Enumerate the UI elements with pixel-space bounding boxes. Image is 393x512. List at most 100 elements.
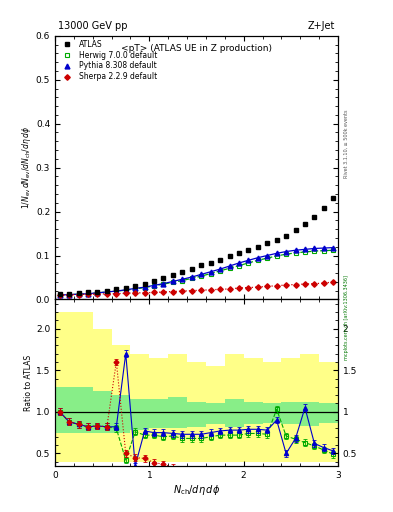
Pythia 8.308 default	[105, 289, 109, 295]
Pythia 8.308 default	[171, 279, 175, 285]
Herwig 7.0.0 default	[246, 260, 251, 266]
ATLAS	[76, 290, 81, 296]
Text: <pT> (ATLAS UE in Z production): <pT> (ATLAS UE in Z production)	[121, 44, 272, 53]
Herwig 7.0.0 default	[152, 283, 156, 289]
Herwig 7.0.0 default	[265, 255, 270, 261]
Herwig 7.0.0 default	[161, 281, 166, 287]
ATLAS	[227, 253, 232, 260]
Herwig 7.0.0 default	[123, 287, 128, 293]
ATLAS	[284, 232, 288, 239]
ATLAS	[180, 269, 185, 275]
Sherpa 2.2.9 default	[227, 286, 232, 292]
Pythia 8.308 default	[303, 246, 307, 252]
ATLAS	[189, 266, 194, 272]
Line: Pythia 8.308 default: Pythia 8.308 default	[57, 245, 336, 297]
Sherpa 2.2.9 default	[171, 288, 175, 294]
Pythia 8.308 default	[180, 276, 185, 282]
Herwig 7.0.0 default	[199, 273, 204, 279]
Pythia 8.308 default	[152, 282, 156, 288]
Sherpa 2.2.9 default	[123, 290, 128, 296]
Sherpa 2.2.9 default	[161, 289, 166, 295]
Sherpa 2.2.9 default	[95, 291, 100, 297]
Pythia 8.308 default	[76, 291, 81, 297]
Sherpa 2.2.9 default	[274, 283, 279, 289]
Sherpa 2.2.9 default	[180, 288, 185, 294]
Pythia 8.308 default	[133, 285, 138, 291]
ATLAS	[142, 281, 147, 287]
ATLAS	[218, 257, 222, 263]
Legend: ATLAS, Herwig 7.0.0 default, Pythia 8.308 default, Sherpa 2.2.9 default: ATLAS, Herwig 7.0.0 default, Pythia 8.30…	[57, 38, 159, 83]
Line: Herwig 7.0.0 default: Herwig 7.0.0 default	[57, 248, 336, 297]
ATLAS	[237, 250, 241, 256]
Sherpa 2.2.9 default	[303, 281, 307, 287]
Pythia 8.308 default	[86, 291, 90, 297]
Sherpa 2.2.9 default	[246, 285, 251, 291]
Herwig 7.0.0 default	[227, 265, 232, 271]
Herwig 7.0.0 default	[57, 292, 62, 298]
Text: Z+Jet: Z+Jet	[308, 20, 335, 31]
Herwig 7.0.0 default	[105, 289, 109, 295]
Sherpa 2.2.9 default	[293, 282, 298, 288]
ATLAS	[114, 286, 119, 292]
ATLAS	[208, 260, 213, 266]
Herwig 7.0.0 default	[95, 290, 100, 296]
Pythia 8.308 default	[218, 266, 222, 272]
Herwig 7.0.0 default	[331, 247, 336, 253]
Sherpa 2.2.9 default	[133, 290, 138, 296]
ATLAS	[331, 195, 336, 201]
Line: ATLAS: ATLAS	[57, 195, 336, 296]
Herwig 7.0.0 default	[284, 251, 288, 257]
Herwig 7.0.0 default	[114, 288, 119, 294]
Pythia 8.308 default	[67, 291, 72, 297]
ATLAS	[123, 285, 128, 291]
Pythia 8.308 default	[123, 287, 128, 293]
Pythia 8.308 default	[95, 290, 100, 296]
ATLAS	[303, 221, 307, 227]
Pythia 8.308 default	[161, 281, 166, 287]
ATLAS	[265, 240, 270, 246]
Sherpa 2.2.9 default	[105, 291, 109, 297]
Sherpa 2.2.9 default	[208, 287, 213, 293]
Pythia 8.308 default	[246, 257, 251, 263]
Sherpa 2.2.9 default	[152, 289, 156, 295]
ATLAS	[86, 289, 90, 295]
ATLAS	[312, 214, 317, 220]
Herwig 7.0.0 default	[303, 249, 307, 255]
Pythia 8.308 default	[321, 245, 326, 251]
Herwig 7.0.0 default	[293, 250, 298, 256]
ATLAS	[67, 291, 72, 297]
ATLAS	[246, 247, 251, 253]
Sherpa 2.2.9 default	[284, 282, 288, 288]
Pythia 8.308 default	[284, 248, 288, 254]
ATLAS	[274, 237, 279, 243]
ATLAS	[199, 262, 204, 268]
Pythia 8.308 default	[208, 269, 213, 275]
Sherpa 2.2.9 default	[57, 292, 62, 298]
Sherpa 2.2.9 default	[312, 281, 317, 287]
Y-axis label: Ratio to ATLAS: Ratio to ATLAS	[24, 355, 33, 411]
Sherpa 2.2.9 default	[76, 291, 81, 297]
Sherpa 2.2.9 default	[86, 291, 90, 297]
Herwig 7.0.0 default	[142, 285, 147, 291]
ATLAS	[293, 227, 298, 233]
Pythia 8.308 default	[331, 245, 336, 251]
Herwig 7.0.0 default	[255, 257, 260, 263]
Text: Rivet 3.1.10, ≥ 500k events: Rivet 3.1.10, ≥ 500k events	[344, 109, 349, 178]
Herwig 7.0.0 default	[171, 279, 175, 285]
Herwig 7.0.0 default	[321, 248, 326, 254]
Pythia 8.308 default	[189, 274, 194, 280]
Text: 13000 GeV pp: 13000 GeV pp	[58, 20, 127, 31]
Pythia 8.308 default	[114, 288, 119, 294]
Herwig 7.0.0 default	[312, 248, 317, 254]
Sherpa 2.2.9 default	[321, 280, 326, 286]
Herwig 7.0.0 default	[76, 291, 81, 297]
ATLAS	[171, 272, 175, 279]
Pythia 8.308 default	[57, 292, 62, 298]
Sherpa 2.2.9 default	[189, 288, 194, 294]
Herwig 7.0.0 default	[67, 291, 72, 297]
Pythia 8.308 default	[274, 250, 279, 257]
Sherpa 2.2.9 default	[67, 291, 72, 297]
Herwig 7.0.0 default	[237, 263, 241, 269]
Herwig 7.0.0 default	[86, 291, 90, 297]
Herwig 7.0.0 default	[189, 275, 194, 282]
